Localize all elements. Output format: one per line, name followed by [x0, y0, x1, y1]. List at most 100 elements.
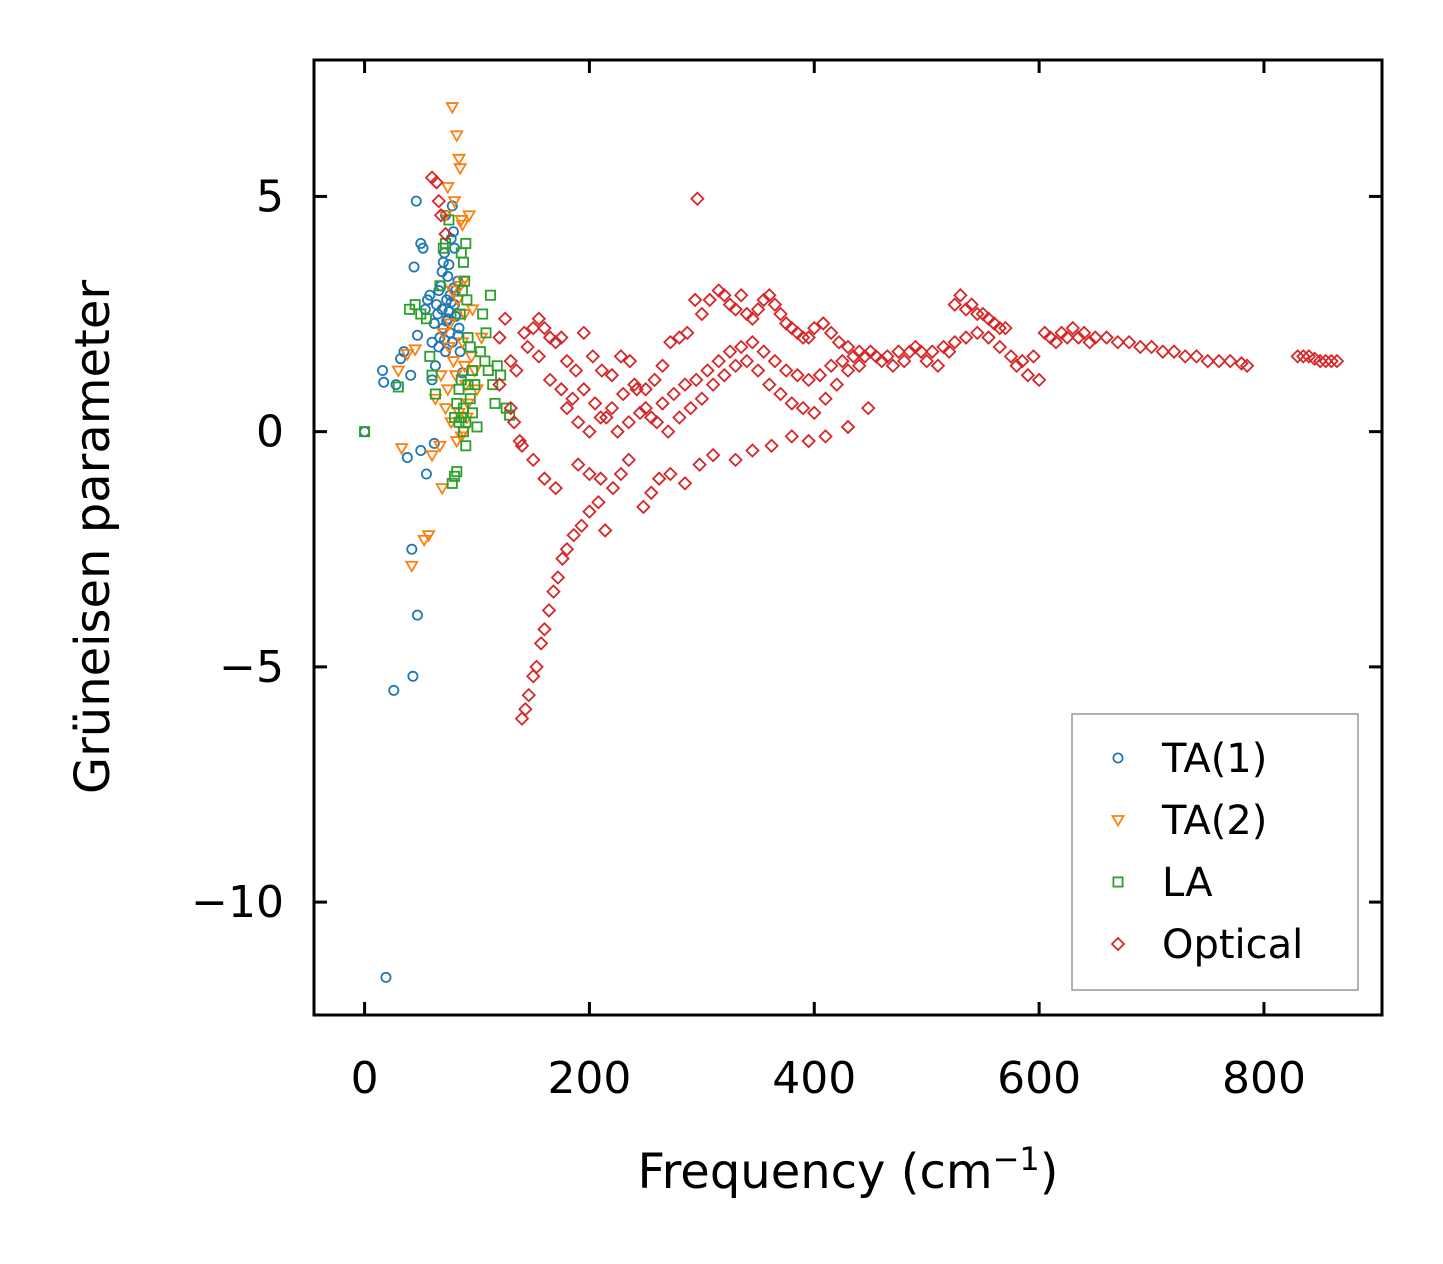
- data-point: [610, 424, 625, 439]
- data-point: [717, 367, 732, 383]
- data-point: [525, 452, 541, 468]
- data-point: [835, 353, 850, 369]
- data-point: [694, 391, 710, 406]
- data-point: [1222, 353, 1238, 369]
- data-point: [840, 363, 856, 378]
- data-point: [537, 320, 552, 336]
- data-point: [599, 410, 614, 425]
- data-point: [429, 388, 441, 400]
- data-point: [417, 534, 432, 548]
- data-point: [750, 363, 766, 378]
- data-point: [1082, 334, 1097, 350]
- data-point: [1031, 372, 1047, 388]
- data-point: [453, 163, 468, 176]
- data-point: [491, 360, 503, 372]
- data-point: [1009, 358, 1024, 374]
- data-point: [627, 377, 642, 392]
- data-point: [446, 356, 461, 369]
- data-point: [537, 471, 552, 486]
- data-point: [548, 480, 563, 496]
- data-point: [415, 444, 427, 456]
- data-point: [432, 440, 447, 454]
- data-point: [728, 452, 743, 468]
- data-point: [492, 377, 507, 392]
- data-point: [550, 570, 566, 585]
- y-axis-label: Grüneisen parameter: [65, 280, 121, 795]
- data-point: [410, 195, 422, 207]
- data-point: [851, 358, 867, 374]
- data-point: [795, 400, 811, 416]
- data-point: [408, 344, 423, 357]
- data-point: [702, 292, 717, 308]
- data-point: [500, 402, 512, 414]
- data-point: [442, 318, 458, 331]
- data-point: [1177, 349, 1193, 364]
- data-point: [728, 358, 743, 374]
- data-point: [762, 287, 777, 303]
- data-point: [438, 403, 453, 416]
- data-point: [429, 360, 441, 372]
- data-point: [559, 353, 575, 369]
- data-point: [1110, 334, 1126, 350]
- data-point: [1189, 349, 1204, 364]
- data-point: [398, 346, 410, 358]
- legend-item: LA: [1112, 860, 1213, 906]
- data-point: [638, 382, 653, 397]
- data-point: [445, 102, 460, 115]
- x-axis-label-text: Frequency (cm: [637, 1144, 992, 1200]
- data-point: [705, 447, 721, 463]
- data-point: [455, 374, 467, 386]
- data-point: [930, 358, 946, 374]
- data-point: [778, 363, 794, 378]
- data-point: [482, 364, 494, 376]
- data-point: [762, 377, 777, 392]
- data-point: [487, 379, 499, 391]
- y-tick-label: 5: [256, 171, 284, 222]
- data-point: [520, 339, 535, 355]
- data-point: [647, 372, 662, 388]
- data-point: [441, 342, 456, 355]
- data-point: [1166, 344, 1182, 359]
- data-point: [391, 365, 406, 378]
- data-point: [733, 339, 749, 355]
- data-point: [1318, 353, 1334, 369]
- data-point: [636, 499, 651, 515]
- x-tick-label: 200: [547, 1053, 631, 1104]
- data-point: [655, 396, 670, 411]
- data-point: [728, 302, 743, 317]
- data-point: [947, 297, 963, 312]
- data-point: [424, 350, 436, 362]
- data-point: [953, 287, 968, 303]
- data-point: [594, 363, 610, 378]
- data-point: [964, 297, 979, 312]
- data-point: [453, 322, 465, 334]
- data-point: [868, 349, 884, 364]
- data-point: [443, 214, 455, 226]
- data-point: [492, 330, 507, 345]
- data-point: [454, 308, 466, 320]
- data-point: [745, 334, 760, 350]
- data-point: [460, 237, 472, 249]
- data-point: [537, 621, 552, 637]
- series-la: [359, 214, 516, 489]
- data-point: [437, 256, 449, 268]
- data-point: [683, 400, 698, 416]
- data-point: [359, 426, 371, 438]
- legend-item: TA(1): [1112, 736, 1267, 782]
- data-point: [440, 182, 455, 195]
- data-point: [435, 483, 450, 496]
- legend-marker: [1112, 752, 1124, 764]
- data-point: [891, 344, 906, 359]
- data-point: [443, 259, 455, 271]
- data-point: [677, 377, 693, 392]
- data-point: [1059, 330, 1075, 345]
- data-point: [574, 518, 589, 534]
- data-point: [773, 386, 788, 402]
- data-point: [1121, 334, 1137, 350]
- data-point: [1099, 330, 1114, 345]
- data-point: [970, 325, 985, 341]
- data-point: [812, 367, 828, 383]
- data-point: [570, 457, 586, 472]
- legend-label: TA(2): [1161, 798, 1267, 844]
- data-point: [902, 344, 918, 359]
